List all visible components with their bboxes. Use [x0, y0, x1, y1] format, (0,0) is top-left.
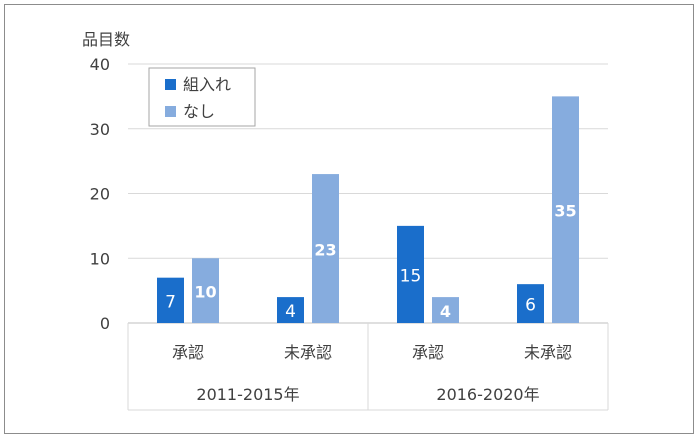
bar-nashi — [432, 297, 459, 323]
y-tick-label: 10 — [90, 249, 110, 268]
data-label: 4 — [440, 302, 451, 321]
bar-kumiire — [157, 277, 184, 323]
x-tick-label: 承認 — [172, 343, 204, 362]
data-label: 6 — [525, 296, 536, 316]
data-label: 35 — [554, 202, 576, 221]
bar-kumiire — [517, 284, 544, 323]
legend-swatch — [165, 106, 176, 117]
legend-swatch — [165, 79, 176, 90]
x-group-label: 2011-2015年 — [196, 385, 299, 404]
y-axis-ticks: 0 10 20 30 40 — [90, 55, 110, 333]
bars: 7 10 4 23 15 4 6 35 — [157, 96, 579, 323]
y-tick-label: 40 — [90, 55, 110, 74]
bar-kumiire — [277, 297, 304, 323]
legend-label: なし — [183, 102, 215, 121]
y-tick-label: 0 — [100, 314, 110, 333]
y-tick-label: 20 — [90, 185, 110, 204]
y-axis-label: 品目数 — [82, 30, 130, 49]
x-tick-label: 未承認 — [524, 343, 572, 362]
bar-nashi — [312, 174, 339, 323]
bar-kumiire — [397, 225, 424, 323]
x-tick-label: 承認 — [412, 343, 444, 362]
data-label: 7 — [165, 292, 176, 312]
data-label: 10 — [194, 283, 216, 302]
x-tick-label: 未承認 — [284, 343, 332, 362]
data-label: 4 — [285, 302, 296, 322]
y-tick-label: 30 — [90, 120, 110, 139]
x-group-label: 2016-2020年 — [436, 385, 539, 404]
data-label: 23 — [314, 241, 336, 260]
legend-label: 組入れ — [183, 75, 231, 94]
bar-nashi — [552, 96, 579, 323]
data-label: 15 — [400, 266, 422, 286]
bar-nashi — [192, 258, 219, 323]
x-axis: 承認 未承認 承認 未承認 2011-2015年 2016-2020年 — [127, 323, 609, 411]
